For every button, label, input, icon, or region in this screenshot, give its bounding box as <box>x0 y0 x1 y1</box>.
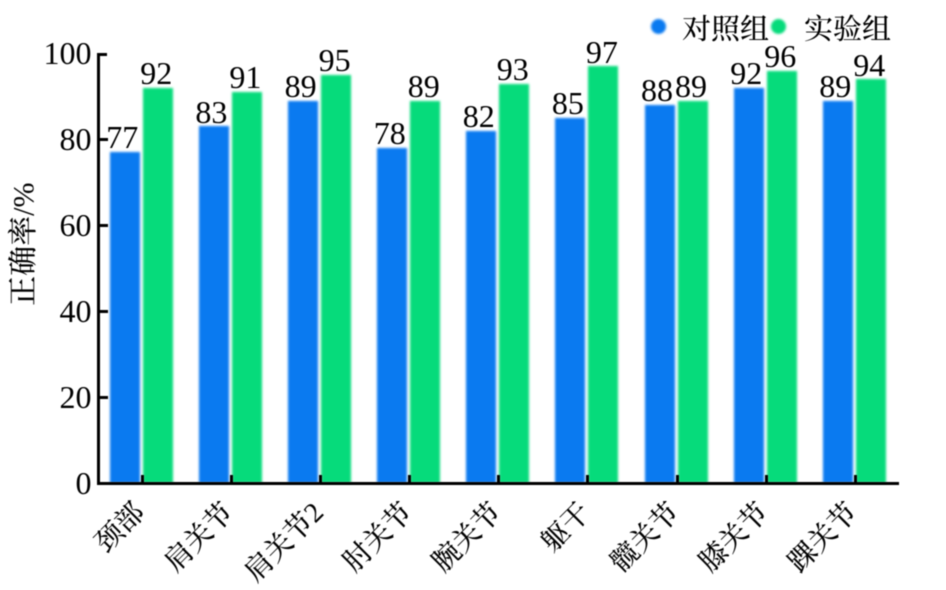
svg-text:2: 2 <box>298 497 329 529</box>
svg-text:/: / <box>8 207 40 216</box>
svg-text:%: % <box>8 182 40 207</box>
